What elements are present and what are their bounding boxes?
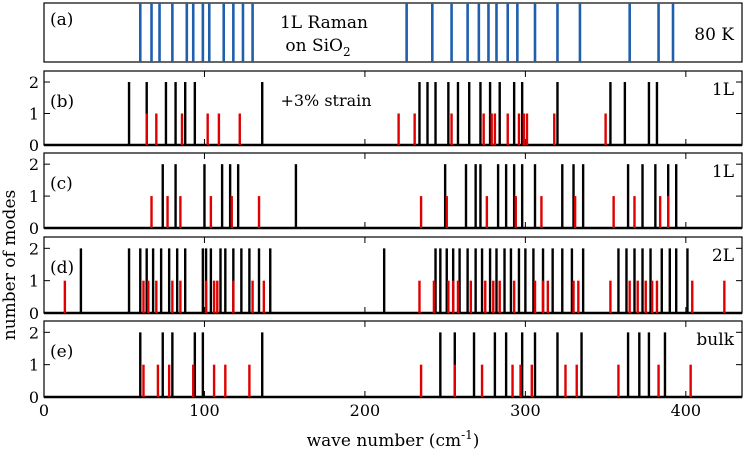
x-axis-label-end: )	[473, 431, 480, 451]
y-tick-label-1-0: 0	[29, 219, 39, 238]
panel-tag-3: (e)	[50, 342, 73, 362]
x-tick-label-200: 200	[350, 401, 381, 420]
y-tick-label-1-2: 2	[29, 155, 39, 174]
panel-label-3: bulk	[696, 330, 734, 350]
y-axis-label: number of modes	[0, 190, 20, 340]
panel-a-temperature: 80 K	[694, 25, 734, 45]
panel-a-title-line2: on SiO2	[285, 36, 350, 59]
x-tick-label-300: 300	[510, 401, 541, 420]
panel-a-tag: (a)	[50, 10, 73, 30]
y-tick-label-3-2: 2	[29, 323, 39, 342]
y-tick-label-2-0: 0	[29, 304, 39, 323]
y-tick-label-3-1: 1	[29, 356, 39, 375]
panel-a-frame	[43, 2, 743, 63]
x-axis-label: wave number (cm-1)	[307, 428, 480, 451]
panel-tag-1: (c)	[50, 174, 73, 194]
panel-tag-2: (d)	[50, 258, 74, 278]
panel-a-title-line1: 1L Raman	[280, 13, 368, 33]
panel-label-0: 1L	[712, 80, 734, 100]
panel-a-title-subscript: 2	[343, 45, 351, 59]
panel-note-0: +3% strain	[280, 91, 371, 110]
x-axis-label-superscript: -1	[461, 428, 473, 442]
panel-label-2: 2L	[712, 246, 734, 266]
y-tick-label-2-1: 1	[29, 272, 39, 291]
panel-label-1: 1L	[712, 162, 734, 182]
y-tick-label-1-1: 1	[29, 187, 39, 206]
y-tick-label-0-2: 2	[29, 73, 39, 92]
x-tick-label-100: 100	[189, 401, 220, 420]
panel-frame-3	[43, 320, 743, 398]
y-tick-label-2-2: 2	[29, 239, 39, 258]
panel-tag-0: (b)	[50, 92, 74, 112]
x-tick-label-400: 400	[671, 401, 702, 420]
y-tick-label-3-0: 0	[29, 388, 39, 407]
y-tick-label-0-0: 0	[29, 136, 39, 155]
y-tick-label-0-1: 1	[29, 105, 39, 124]
panel-frame-0	[43, 70, 743, 146]
x-tick-label-0: 0	[39, 401, 49, 420]
panel-frame-1	[43, 152, 743, 229]
